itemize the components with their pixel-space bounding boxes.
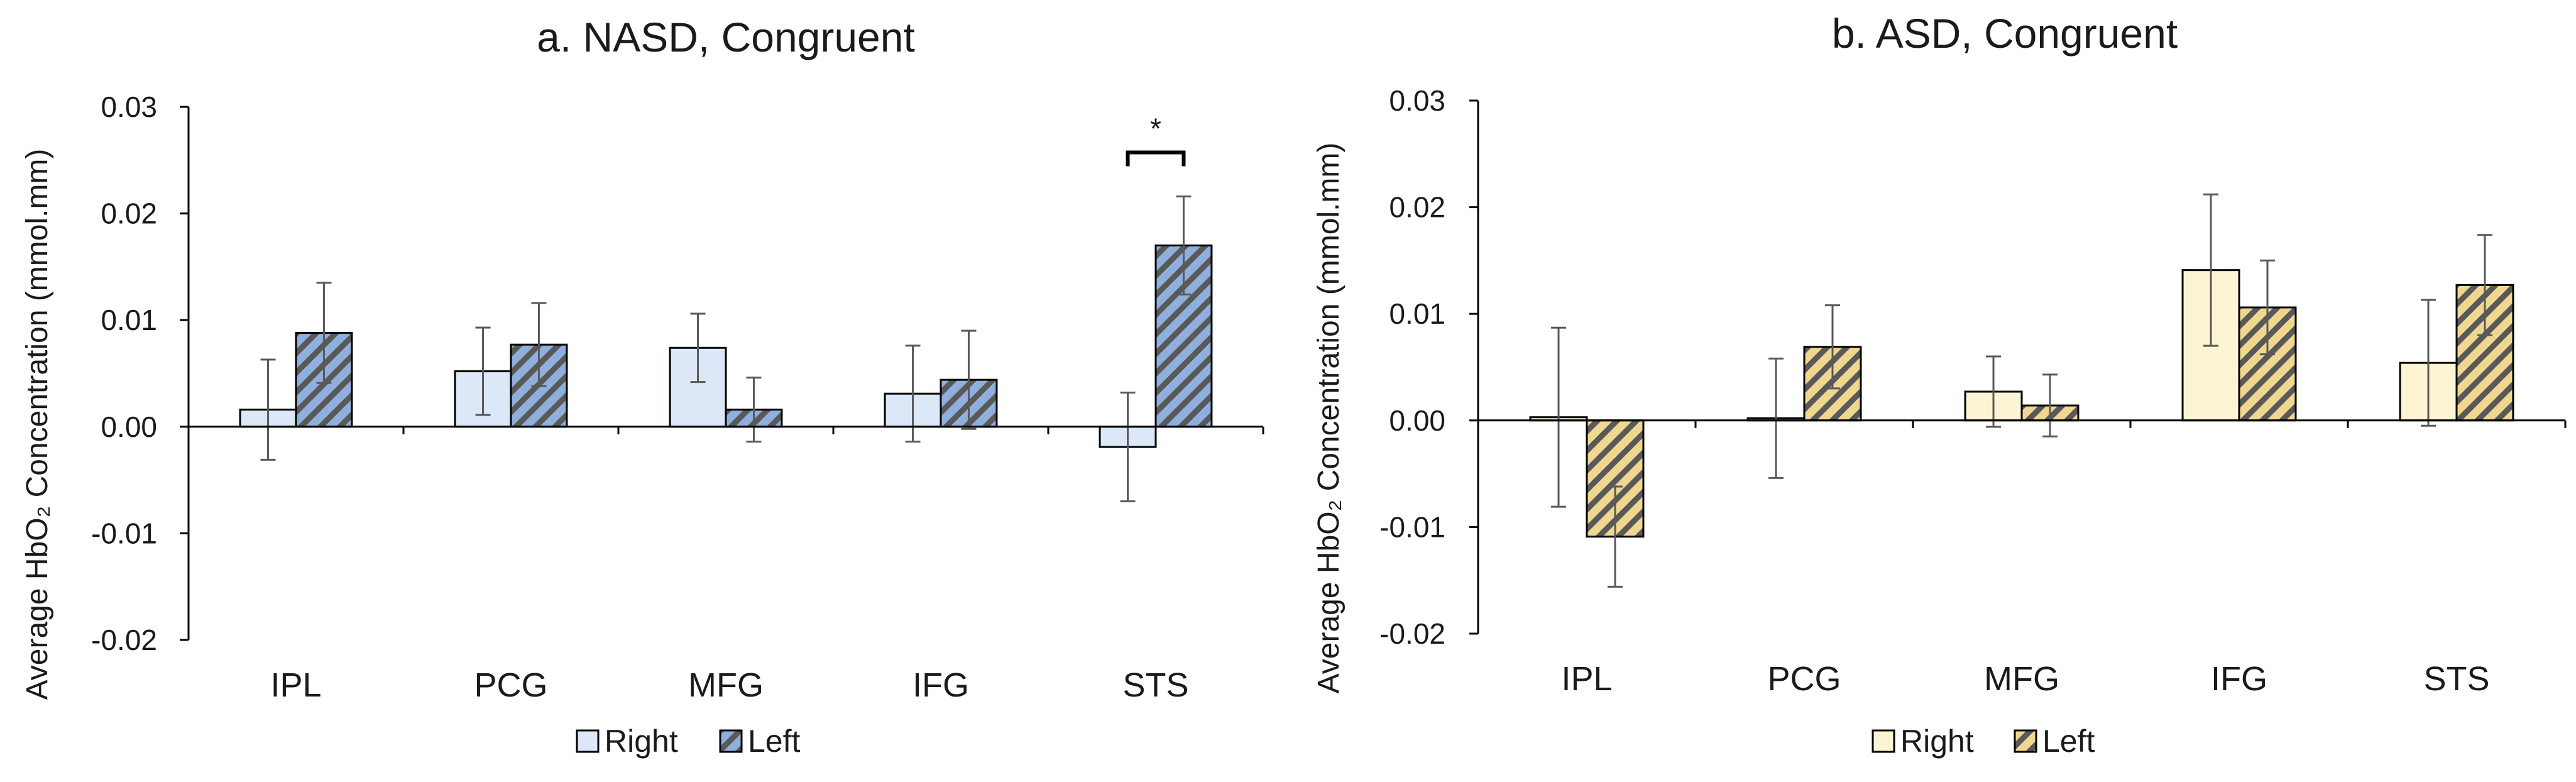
y-tick-label: -0.02 <box>1379 617 1445 650</box>
x-category-label: PCG <box>474 666 547 704</box>
y-tick-label: -0.01 <box>91 517 157 549</box>
x-category-labels: IPL PCG MFG IFG STS <box>270 666 1188 704</box>
legend: Right Left <box>1872 724 2095 759</box>
plot-area <box>180 106 1264 641</box>
legend-swatch-right <box>1872 729 1895 753</box>
x-category-label: IFG <box>2211 660 2267 698</box>
x-category-label: STS <box>2423 660 2489 698</box>
y-tick-label: 0.02 <box>1389 191 1445 224</box>
y-tick-label: -0.01 <box>1379 510 1445 543</box>
y-axis-label: Average HbO₂ Concentration (mmol.mm) <box>1312 143 1346 694</box>
chart-panel-nasd: a. NASD, Congruent Average HbO₂ Concentr… <box>21 14 1264 759</box>
plot-area <box>1469 99 2567 635</box>
y-tick-label: 0.03 <box>101 91 157 123</box>
y-tick-labels: 0.03 0.02 0.01 0.00 -0.01 -0.02 <box>91 91 157 656</box>
x-category-label: STS <box>1122 666 1188 704</box>
legend-swatch-left <box>719 729 743 753</box>
legend-label-right: Right <box>605 724 678 759</box>
legend: Right Left <box>576 724 801 759</box>
y-tick-label: -0.02 <box>91 624 157 656</box>
y-axis-label: Average HbO₂ Concentration (mmol.mm) <box>21 149 54 700</box>
y-tick-label: 0.00 <box>1389 404 1445 437</box>
legend-label-left: Left <box>748 724 801 759</box>
x-category-label: IPL <box>270 666 321 704</box>
x-category-label: PCG <box>1767 660 1841 698</box>
x-category-label: IFG <box>913 666 969 704</box>
significance-bracket <box>1126 150 1186 167</box>
legend-swatch-left <box>2014 729 2037 753</box>
y-tick-label: 0.01 <box>101 304 157 336</box>
y-tick-label: 0.01 <box>1389 297 1445 330</box>
y-tick-label: 0.00 <box>101 410 157 443</box>
chart-panel-asd: b. ASD, Congruent Average HbO₂ Concentra… <box>1312 10 2567 759</box>
x-category-label: MFG <box>688 666 764 704</box>
legend-label-right: Right <box>1900 724 1974 759</box>
y-tick-label: 0.03 <box>1389 84 1445 117</box>
x-category-labels: IPL PCG MFG IFG STS <box>1561 660 2489 698</box>
chart-title: b. ASD, Congruent <box>1832 10 2178 57</box>
y-tick-label: 0.02 <box>101 197 157 230</box>
chart-title: a. NASD, Congruent <box>537 14 915 60</box>
x-category-label: IPL <box>1561 660 1612 698</box>
legend-swatch-right <box>576 729 600 753</box>
y-tick-labels: 0.03 0.02 0.01 0.00 -0.01 -0.02 <box>1379 84 1445 650</box>
legend-label-left: Left <box>2042 724 2095 759</box>
x-category-label: MFG <box>1984 660 2059 698</box>
significance-star: * <box>1150 112 1161 145</box>
